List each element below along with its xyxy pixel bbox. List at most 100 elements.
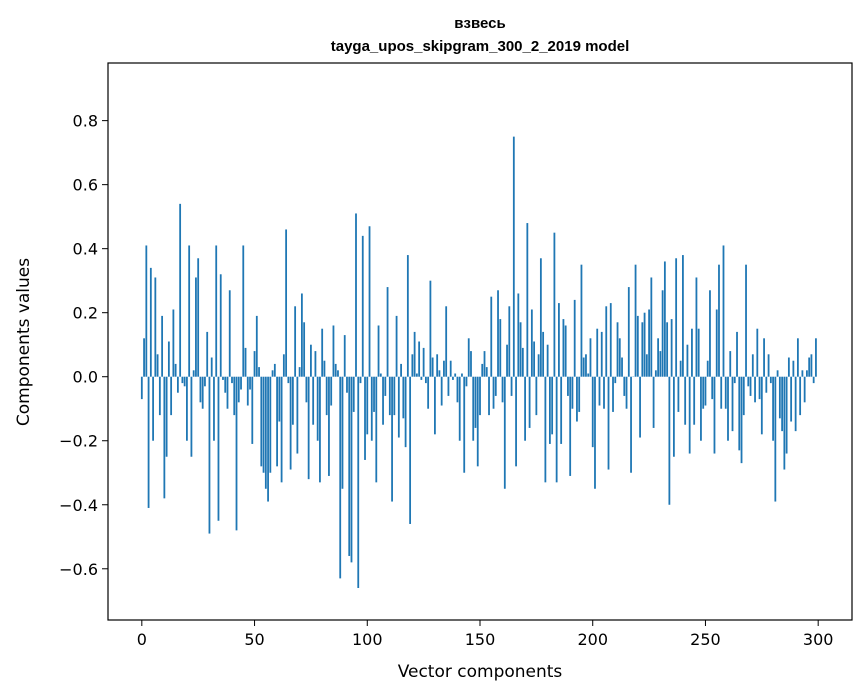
x-tick-label: 0 <box>137 630 147 649</box>
bar <box>481 364 483 377</box>
y-tick-label: 0.0 <box>73 368 98 387</box>
bar <box>761 377 763 435</box>
bar <box>554 233 556 377</box>
bar <box>454 374 456 377</box>
bar <box>362 236 364 377</box>
bar <box>364 377 366 460</box>
bar <box>736 332 738 377</box>
bar <box>725 377 727 409</box>
bar <box>324 361 326 377</box>
bar <box>418 342 420 377</box>
bar <box>682 255 684 377</box>
bar <box>490 297 492 377</box>
bar <box>574 300 576 377</box>
bar <box>371 377 373 441</box>
bar <box>662 290 664 376</box>
bar <box>333 325 335 376</box>
bar <box>551 377 553 435</box>
bar <box>526 223 528 377</box>
bar <box>515 377 517 467</box>
bar <box>797 338 799 376</box>
bar <box>628 287 630 377</box>
bar <box>603 377 605 409</box>
bar <box>283 354 285 376</box>
bar <box>396 316 398 377</box>
bar <box>245 348 247 377</box>
bar <box>141 377 143 399</box>
bar <box>653 377 655 428</box>
bar <box>754 377 756 403</box>
x-tick-label: 50 <box>244 630 264 649</box>
bar <box>357 377 359 588</box>
bar <box>292 377 294 425</box>
bar <box>529 377 531 428</box>
bar <box>306 377 308 403</box>
bar <box>511 377 513 396</box>
bar <box>148 377 150 508</box>
bar <box>303 322 305 376</box>
bar <box>614 377 616 383</box>
y-tick-label: 0.4 <box>73 240 98 259</box>
bar <box>387 287 389 377</box>
bar <box>202 377 204 409</box>
bar <box>655 370 657 376</box>
bar <box>172 309 174 376</box>
bar <box>434 377 436 435</box>
bar <box>671 319 673 377</box>
bar <box>743 377 745 415</box>
x-tick-label: 150 <box>465 630 496 649</box>
bar <box>781 377 783 431</box>
bar <box>193 370 195 376</box>
bar <box>684 377 686 425</box>
bar <box>337 370 339 376</box>
bar <box>499 319 501 377</box>
bar <box>689 377 691 454</box>
bar <box>786 377 788 454</box>
bar <box>209 377 211 534</box>
bar <box>569 377 571 476</box>
bar <box>772 377 774 441</box>
bar <box>425 377 427 383</box>
bar <box>168 342 170 377</box>
bar <box>646 354 648 376</box>
bar <box>675 258 677 376</box>
bar <box>405 377 407 447</box>
bar <box>378 325 380 376</box>
bar <box>179 204 181 377</box>
bar <box>256 316 258 377</box>
bar <box>605 306 607 376</box>
bar <box>150 268 152 377</box>
bar <box>400 364 402 377</box>
bar <box>296 377 298 454</box>
bar <box>224 377 226 393</box>
bar <box>745 265 747 377</box>
bar <box>285 229 287 376</box>
bar <box>777 370 779 376</box>
bar <box>184 377 186 387</box>
bar <box>360 377 362 383</box>
bar <box>587 374 589 377</box>
bar <box>281 377 283 483</box>
bar <box>197 258 199 376</box>
bar <box>563 319 565 377</box>
bar <box>493 377 495 409</box>
bar <box>342 377 344 489</box>
bar <box>369 226 371 376</box>
bar <box>414 332 416 377</box>
bar <box>709 290 711 376</box>
bar <box>488 377 490 415</box>
bar <box>175 364 177 377</box>
bar <box>813 377 815 383</box>
bar <box>389 377 391 415</box>
bar <box>795 377 797 431</box>
bar <box>484 351 486 377</box>
bar <box>315 351 317 377</box>
bar <box>145 245 147 376</box>
bar <box>495 377 497 396</box>
bar <box>707 361 709 377</box>
bar <box>765 377 767 393</box>
bar <box>502 377 504 403</box>
x-axis-label: Vector components <box>398 662 563 682</box>
bar <box>626 377 628 409</box>
bar <box>213 377 215 441</box>
